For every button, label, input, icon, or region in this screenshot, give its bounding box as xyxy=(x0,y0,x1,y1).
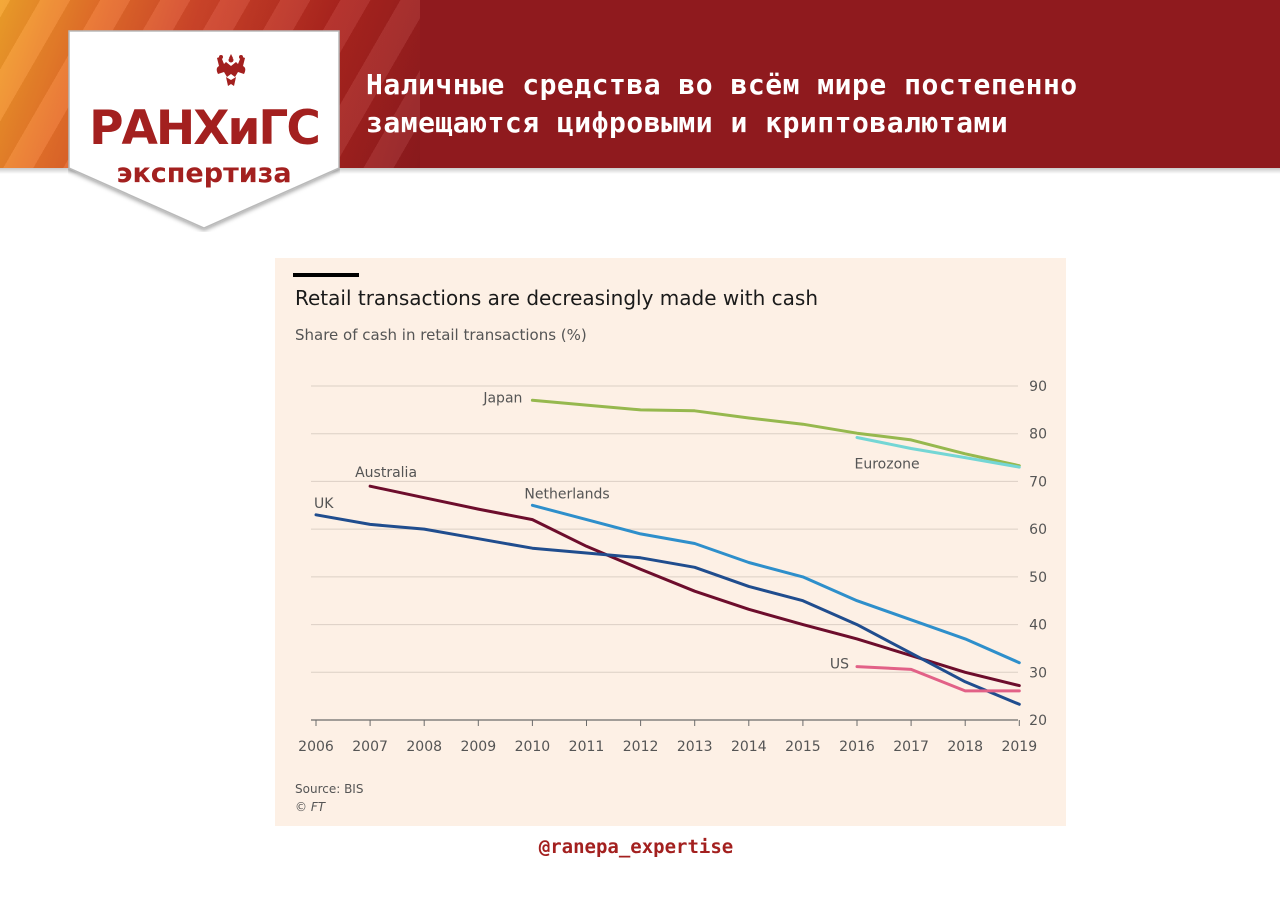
x-tick-label: 2014 xyxy=(731,739,767,755)
logo-text: РАНХиГС xyxy=(89,101,321,156)
x-tick-label: 2019 xyxy=(1001,739,1037,755)
series-line-netherlands xyxy=(530,503,1021,665)
chart-card: Retail transactions are decreasingly mad… xyxy=(275,258,1066,826)
x-tick-label: 2007 xyxy=(352,739,388,755)
x-tick-label: 2008 xyxy=(406,739,442,755)
page-title-line-2: замещаются цифровыми и криптовалютами xyxy=(366,106,1009,139)
series-label-australia: Australia xyxy=(355,465,417,481)
logo-badge: РАНХиГС экспертиза xyxy=(68,30,340,230)
y-tick-label: 40 xyxy=(1029,618,1047,634)
chart-source: Source: BIS © FT xyxy=(295,780,363,816)
series-label-japan: Japan xyxy=(482,390,522,406)
y-tick-label: 80 xyxy=(1029,427,1047,443)
x-tick-label: 2013 xyxy=(677,739,713,755)
x-tick-label: 2018 xyxy=(947,739,983,755)
chart-subtitle: Share of cash in retail transactions (%) xyxy=(295,326,587,344)
copyright-text: © FT xyxy=(295,800,326,814)
series-label-uk: UK xyxy=(314,496,334,512)
series-line-eurozone xyxy=(855,436,1021,469)
x-tick-label: 2010 xyxy=(515,739,551,755)
y-tick-label: 50 xyxy=(1029,570,1047,586)
x-tick-label: 2006 xyxy=(298,739,334,755)
page-title-line-1: Наличные средства во всём мире постепенн… xyxy=(366,68,1078,101)
series-line-us xyxy=(855,665,1021,693)
x-tick-label: 2012 xyxy=(623,739,659,755)
double-headed-eagle-icon xyxy=(216,54,246,86)
source-text: Source: BIS xyxy=(295,782,364,796)
series-label-us: US xyxy=(830,657,849,673)
series-line-uk xyxy=(314,513,1021,706)
channel-handle: @ranepa_expertise xyxy=(538,836,734,858)
x-tick-label: 2009 xyxy=(460,739,496,755)
y-tick-label: 60 xyxy=(1029,522,1047,538)
series-line-japan xyxy=(530,398,1021,468)
series-label-netherlands: Netherlands xyxy=(524,486,609,502)
y-tick-label: 20 xyxy=(1029,713,1047,729)
page-title: Наличные средства во всём мире постепенн… xyxy=(366,66,1266,142)
x-tick-label: 2015 xyxy=(785,739,821,755)
logo-badge-shape xyxy=(68,30,340,229)
y-tick-label: 30 xyxy=(1029,665,1047,681)
series-line-australia xyxy=(368,484,1021,688)
y-tick-label: 90 xyxy=(1029,379,1047,395)
y-tick-label: 70 xyxy=(1029,474,1047,490)
x-tick-label: 2016 xyxy=(839,739,875,755)
banner-shadow xyxy=(0,168,1280,174)
chart-title: Retail transactions are decreasingly mad… xyxy=(295,286,818,310)
series-label-eurozone: Eurozone xyxy=(855,457,920,473)
line-chart: 20 30 40 50 60 70 80 90 2006 2007 2008 2009 2010 2011… xyxy=(298,379,1047,755)
x-tick-label: 2011 xyxy=(569,739,605,755)
chart-top-rule xyxy=(293,273,359,277)
x-tick-label: 2017 xyxy=(893,739,929,755)
logo-subtitle: экспертиза xyxy=(116,158,292,189)
